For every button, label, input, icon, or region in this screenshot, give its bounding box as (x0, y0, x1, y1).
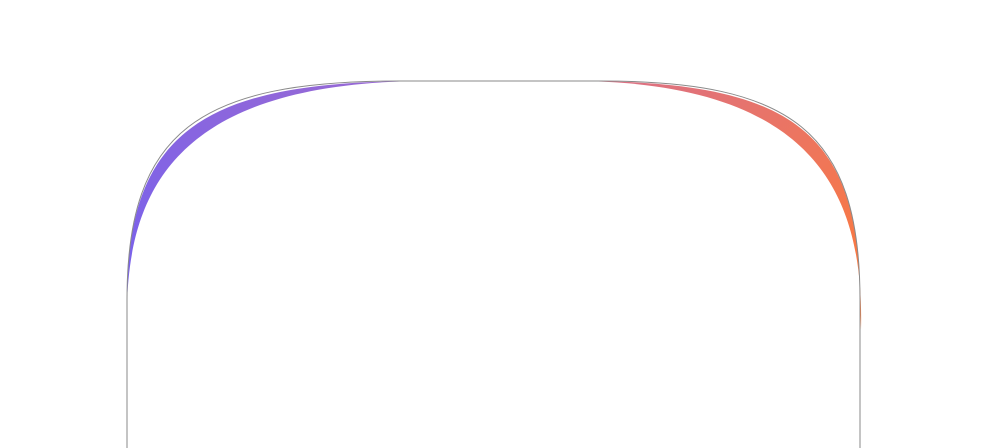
left-accent (126, 81, 421, 330)
frame-outline (126, 80, 861, 448)
right-accent (580, 81, 862, 330)
